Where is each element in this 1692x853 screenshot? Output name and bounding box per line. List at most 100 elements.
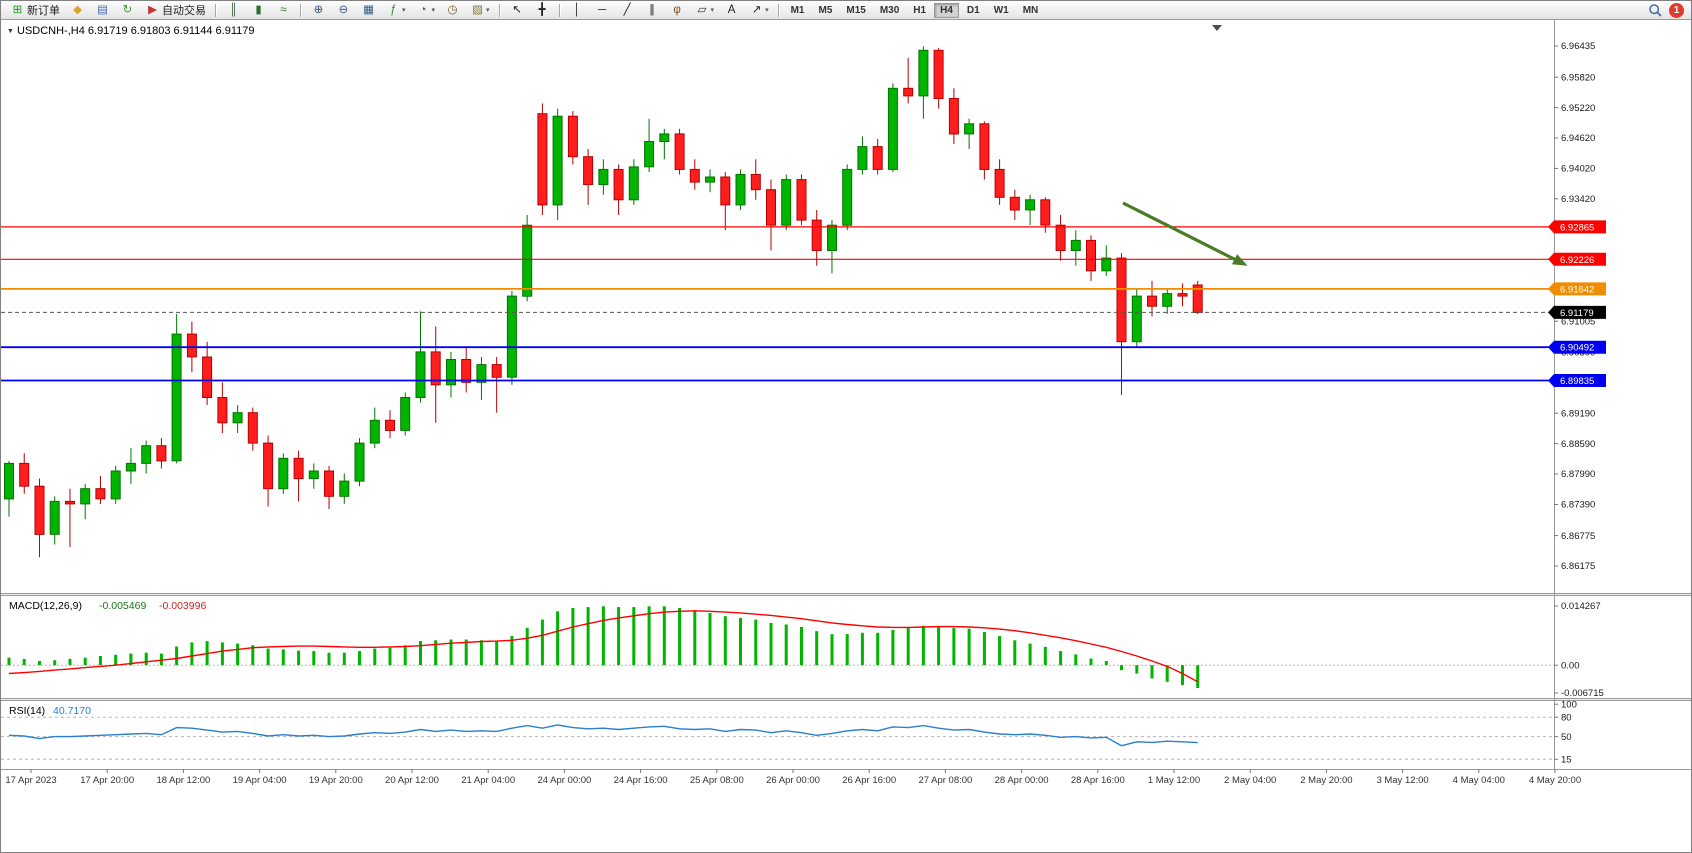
- zoom-in-icon[interactable]: ⊕: [307, 1, 330, 19]
- candle-body: [369, 419, 380, 444]
- bar-chart-icon[interactable]: ║: [222, 1, 245, 19]
- macd-bar: [800, 627, 803, 666]
- candlestick-chart-icon-glyph-icon: ▮: [255, 3, 262, 16]
- candle-body: [857, 146, 868, 170]
- candle-body: [933, 49, 944, 99]
- chart-background[interactable]: [1, 20, 1692, 853]
- new-order-button[interactable]: ⊞ 新订单: [6, 1, 64, 19]
- zoom-out-icon-glyph-icon: ⊖: [338, 3, 349, 16]
- timeframe-m1[interactable]: M1: [790, 4, 805, 16]
- macd-bar: [297, 650, 301, 666]
- periods-icon[interactable]: ◔ ▾: [412, 1, 440, 19]
- fibonacci-icon[interactable]: φ: [666, 1, 689, 19]
- time-axis[interactable]: 17 Apr 2023 17 Apr 20:00 18 Apr 12:00 19 Ap…: [5, 769, 1581, 786]
- timeframe-mn[interactable]: MN: [1022, 4, 1039, 16]
- candle-body: [385, 419, 395, 431]
- vertical-line-icon[interactable]: │: [566, 1, 589, 19]
- arrows-icon[interactable]: ↗ ▾: [745, 1, 773, 19]
- candle-body: [1162, 293, 1173, 307]
- symbol-collapse-icon: ▼: [7, 28, 14, 35]
- zoom-out-icon[interactable]: ⊖: [332, 1, 355, 19]
- metaeditor-icon[interactable]: ◆: [66, 1, 89, 19]
- line-chart-icon[interactable]: ≈: [272, 1, 295, 19]
- shapes-icon[interactable]: ▱ ▾: [691, 1, 719, 19]
- macd-bar: [1028, 643, 1032, 666]
- macd-bar: [68, 658, 72, 666]
- price-tick-label: 6.91005: [1561, 316, 1595, 327]
- candle-body: [232, 412, 243, 424]
- trendline-icon[interactable]: ╱: [616, 1, 639, 19]
- macd-bar: [129, 653, 133, 666]
- pane-separator[interactable]: [1, 593, 1692, 596]
- candlestick-chart-icon[interactable]: ▮: [247, 1, 270, 19]
- market-watch-icon[interactable]: ▤: [91, 1, 114, 19]
- tile-windows-icon[interactable]: ▦: [357, 1, 380, 19]
- pane-separator[interactable]: [1, 698, 1692, 701]
- clock-icon-glyph-icon: ◷: [447, 3, 458, 16]
- timeframe-m15[interactable]: M15: [846, 4, 866, 16]
- timeframe-w1[interactable]: W1: [993, 4, 1009, 16]
- price-tick-label: 6.95220: [1561, 103, 1595, 114]
- macd-bar: [464, 639, 468, 666]
- candle-body: [461, 359, 472, 383]
- price-badge: [1548, 374, 1606, 387]
- macd-bar: [937, 626, 941, 666]
- price-badge: [1548, 252, 1606, 266]
- channel-icon[interactable]: ∥: [641, 1, 664, 19]
- crosshair-icon[interactable]: ╋: [531, 1, 554, 19]
- market-watch-icon-glyph-icon: ▤: [97, 3, 108, 16]
- autotrading-button[interactable]: ▶ 自动交易: [141, 1, 210, 19]
- symbol-ohlc-title: USDCNH-,H4 6.91719 6.91803 6.91144 6.911…: [17, 25, 254, 37]
- macd-bar: [342, 652, 346, 666]
- macd-bar: [815, 631, 819, 666]
- timeframe-m5[interactable]: M5: [818, 4, 833, 16]
- timeframe-h4[interactable]: H4: [934, 2, 959, 18]
- candle-body: [781, 179, 792, 226]
- horizontal-line-icon[interactable]: ─: [591, 1, 614, 19]
- macd-bar: [952, 627, 956, 666]
- price-tick-label: 6.95820: [1561, 72, 1595, 83]
- timeframe-d1[interactable]: D1: [966, 4, 980, 16]
- timeframe-h1[interactable]: H1: [913, 4, 927, 16]
- macd-bar: [1074, 654, 1078, 666]
- macd-bar: [678, 607, 682, 666]
- templates-icon[interactable]: ▧ ▾: [466, 1, 494, 19]
- price-tick-label: 6.87990: [1561, 469, 1595, 480]
- macd-bar: [662, 606, 666, 666]
- toolbar-buttons: ⊞ 新订单 ◆ ▤ ↻ ▶ 自动交易 ║ ▮ ≈ ⊕ ⊖ ▦ ƒ ▾ ◔ ▾ ◷ ▧ ▾ ↖ ╋ │ ─ ╱ ∥ φ ▱ ▾ A ↗ ▾ M1 M…: [5, 1, 1648, 19]
- clock-icon[interactable]: ◷: [441, 1, 464, 19]
- macd-bar: [266, 648, 270, 666]
- trend-arrow[interactable]: [1122, 201, 1245, 266]
- notification-badge[interactable]: 1: [1669, 2, 1684, 18]
- bar-chart-icon-glyph-icon: ║: [229, 3, 238, 16]
- search-icon[interactable]: [1648, 3, 1663, 18]
- price-badge-label: 6.89835: [1560, 376, 1594, 387]
- candle-body: [1192, 284, 1203, 313]
- price-badge-label: 6.91179: [1560, 308, 1594, 319]
- candles: [4, 46, 1203, 558]
- time-axis-label: 27 Apr 08:00: [918, 775, 972, 786]
- candle-body: [689, 168, 700, 183]
- candle-body: [110, 470, 121, 500]
- candle-body: [994, 168, 1005, 198]
- chart-area[interactable]: ▼ USDCNH-,H4 6.91719 6.91803 6.91144 6.91…: [1, 20, 1692, 853]
- macd-bar: [586, 607, 590, 666]
- cursor-icon[interactable]: ↖: [506, 1, 529, 19]
- refresh-icon[interactable]: ↻: [116, 1, 139, 19]
- price-tick-label: 6.93420: [1561, 194, 1595, 205]
- macd-bar: [906, 627, 910, 666]
- shapes-icon-glyph-icon: ▱: [697, 3, 707, 16]
- dropdown-caret-icon: ▾: [710, 7, 715, 14]
- macd-main-value: -0.005469: [99, 600, 146, 612]
- indicators-icon[interactable]: ƒ ▾: [382, 1, 410, 19]
- macd-histogram: [7, 606, 1200, 688]
- candle-body: [948, 98, 959, 135]
- candle-body: [430, 351, 441, 386]
- macd-bar: [860, 632, 864, 666]
- macd-bar: [1165, 665, 1169, 682]
- candle-body: [95, 488, 106, 500]
- macd-bar: [1089, 658, 1093, 666]
- text-icon[interactable]: A: [720, 1, 743, 19]
- time-axis-label: 2 May 04:00: [1224, 775, 1276, 786]
- timeframe-m30[interactable]: M30: [879, 4, 900, 16]
